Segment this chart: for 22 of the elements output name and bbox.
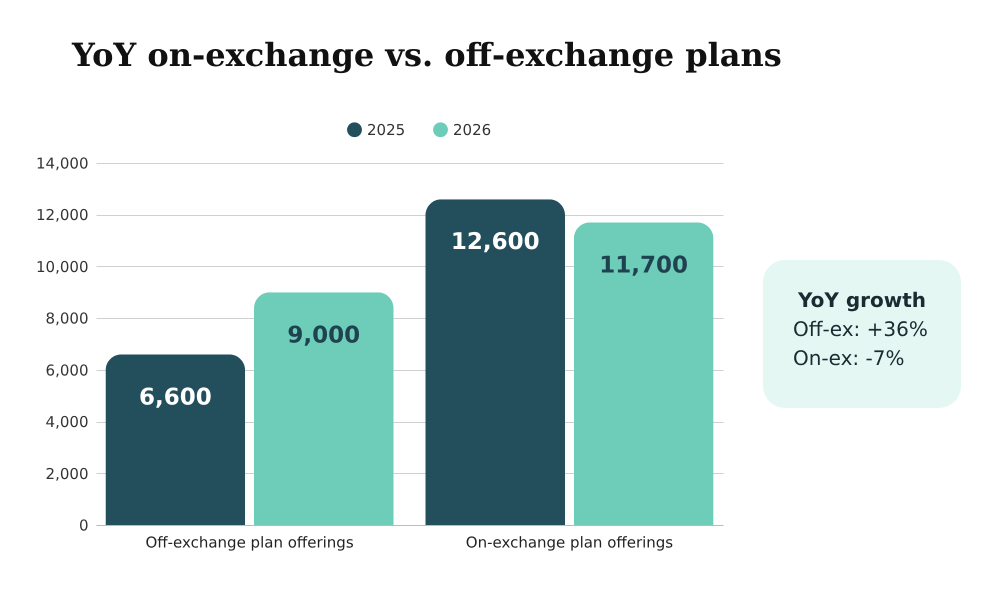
data-label: 12,600 — [450, 229, 540, 256]
bar — [254, 292, 394, 525]
data-label: 11,700 — [599, 252, 688, 278]
x-tick-label: Off-exchange plan offerings — [145, 534, 354, 552]
y-tick-label: 10,000 — [36, 258, 88, 276]
chart-title: YoY on-exchange vs. off-exchange plans — [72, 36, 782, 74]
bar — [106, 354, 246, 525]
bar — [574, 222, 714, 525]
data-label: 6,600 — [138, 384, 212, 410]
x-tick-label: On-exchange plan offerings — [466, 534, 674, 552]
y-tick-label: 0 — [78, 516, 88, 534]
y-tick-label: 12,000 — [36, 206, 88, 224]
data-label: 9,000 — [287, 322, 360, 348]
bar — [425, 199, 565, 525]
y-tick-label: 14,000 — [36, 154, 88, 172]
legend-label: 2026 — [453, 120, 492, 139]
y-tick-label: 4,000 — [46, 413, 88, 432]
y-tick-label: 8,000 — [46, 310, 88, 328]
legend-label: 2025 — [367, 120, 406, 139]
y-tick-label: 6,000 — [46, 361, 88, 380]
text-card: YoY growth Off-ex: +36% On-ex: -7% — [763, 260, 961, 408]
y-tick-label: 2,000 — [46, 464, 88, 483]
